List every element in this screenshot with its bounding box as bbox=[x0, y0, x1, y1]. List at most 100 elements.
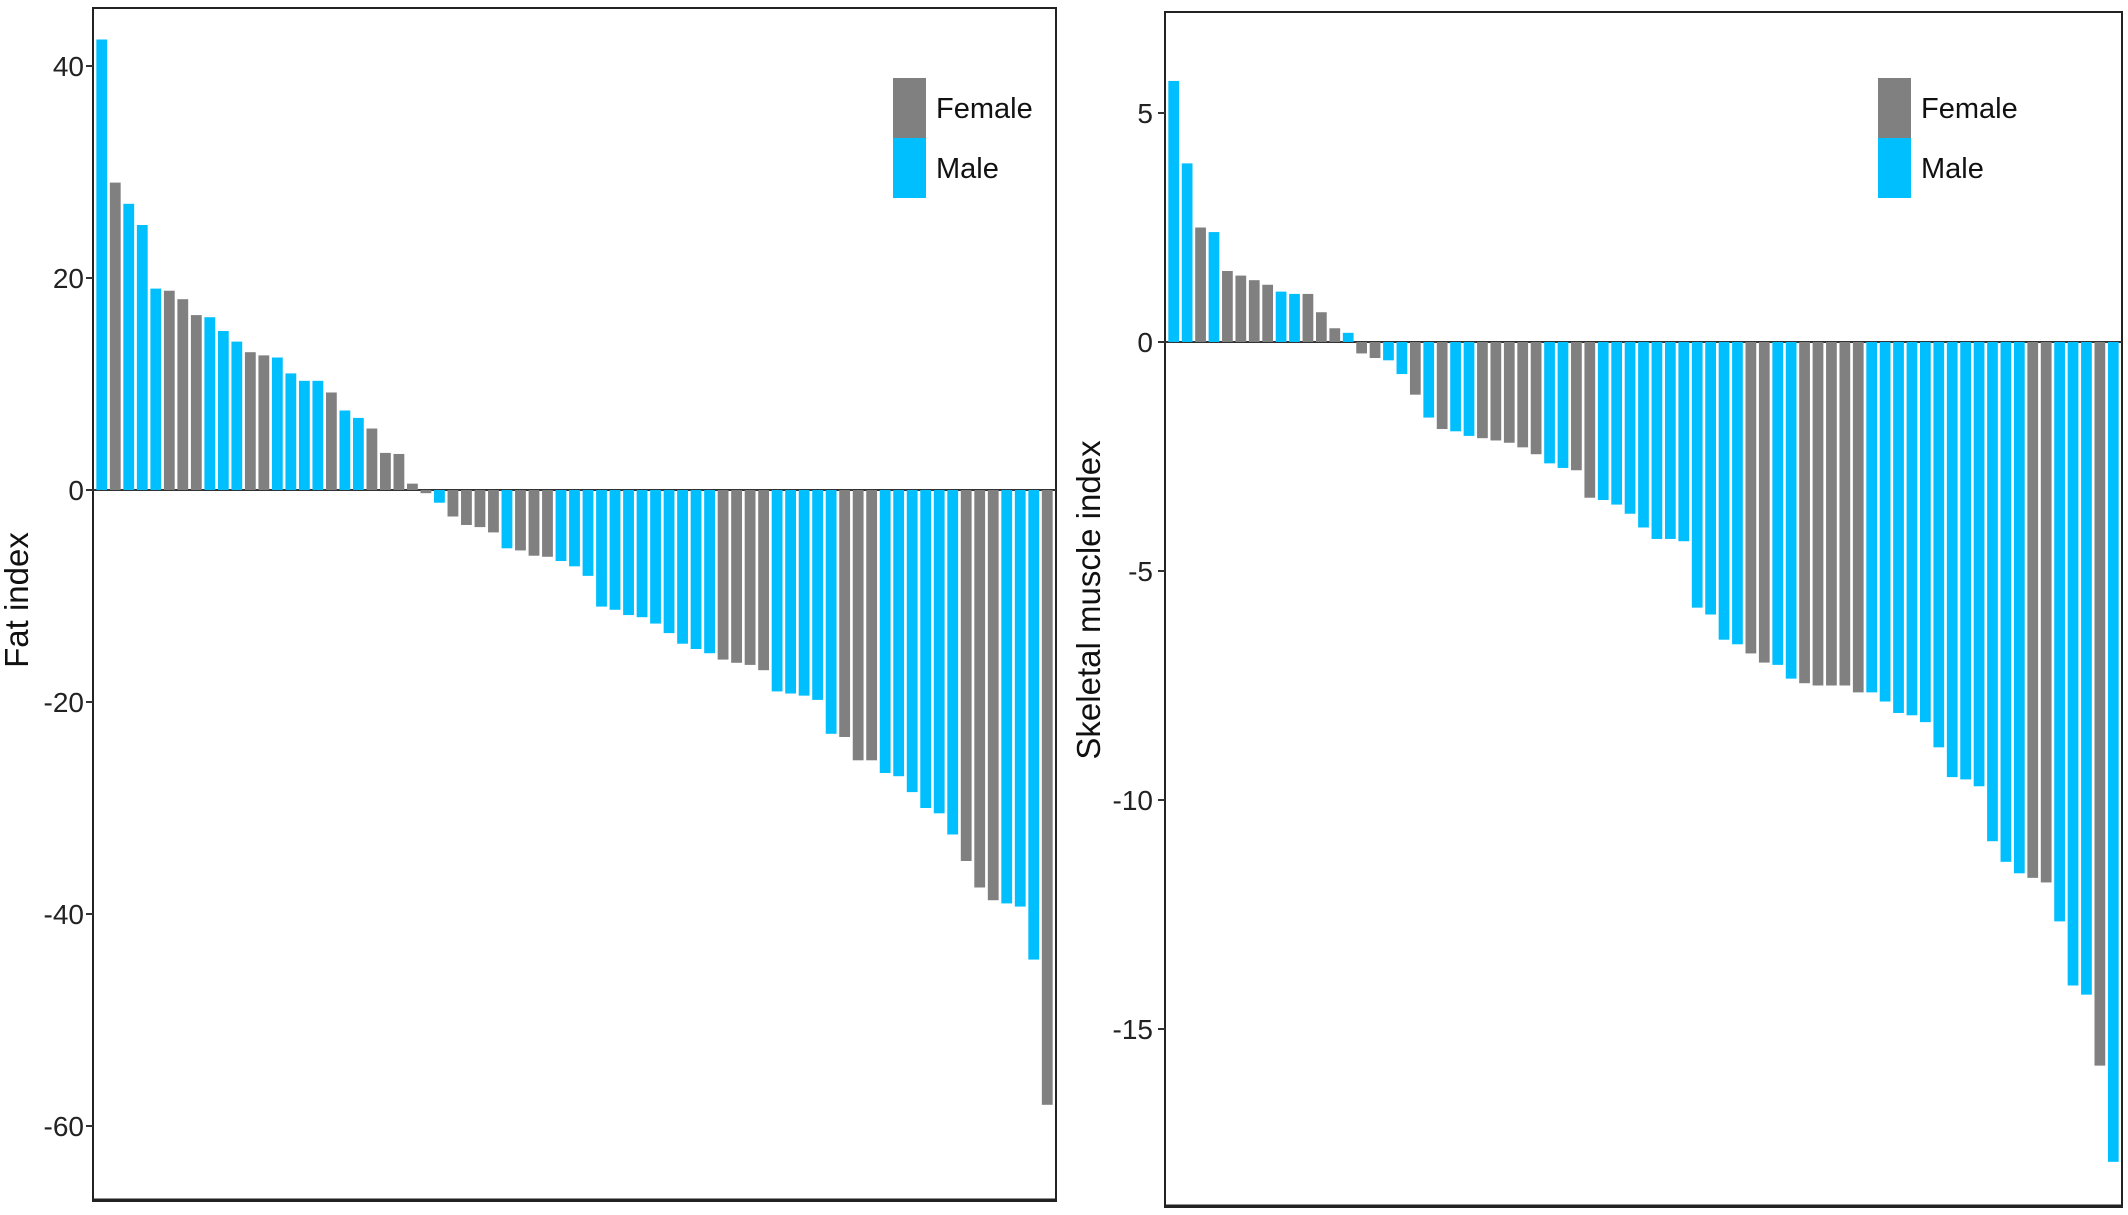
bar-male bbox=[1718, 342, 1730, 640]
bar-male bbox=[1691, 342, 1703, 608]
bar-male bbox=[1866, 342, 1878, 693]
bar-female bbox=[1530, 342, 1542, 455]
bar-female bbox=[1812, 342, 1824, 686]
bar-female bbox=[758, 490, 770, 671]
y-tick-label: -60 bbox=[44, 1111, 84, 1142]
y-tick-label: 20 bbox=[53, 263, 84, 294]
bar-male bbox=[2107, 342, 2119, 1162]
bar-female bbox=[2040, 342, 2052, 883]
bar-female bbox=[1041, 490, 1053, 1105]
y-tick-label: -20 bbox=[44, 687, 84, 718]
bar-male bbox=[1342, 332, 1354, 342]
legend-swatch-male bbox=[893, 138, 926, 198]
bar-female bbox=[1799, 342, 1810, 684]
y-tick-label: 5 bbox=[1137, 98, 1153, 129]
bar-male bbox=[1611, 342, 1623, 505]
legend-label-female: Female bbox=[1921, 93, 2018, 125]
bar-male bbox=[501, 490, 513, 549]
bar-male bbox=[136, 225, 148, 490]
bar-female bbox=[839, 490, 851, 737]
y-tick-label: 40 bbox=[53, 51, 84, 82]
bar-female bbox=[1436, 342, 1448, 430]
bar-male bbox=[893, 490, 905, 777]
bar-female bbox=[960, 490, 972, 861]
bar-male bbox=[582, 490, 594, 576]
bar-male bbox=[1028, 490, 1040, 960]
y-tick-label: -10 bbox=[1113, 785, 1153, 816]
bar-male bbox=[2081, 342, 2092, 995]
bar-female bbox=[163, 290, 175, 490]
bar-male bbox=[298, 380, 310, 490]
bar-female bbox=[974, 490, 986, 888]
bar-male bbox=[1557, 342, 1569, 468]
bar-female bbox=[744, 490, 756, 665]
bar-male bbox=[1651, 342, 1663, 539]
bar-female bbox=[866, 490, 878, 761]
bar-male bbox=[204, 317, 216, 490]
legend-label-male: Male bbox=[1921, 153, 1984, 185]
bar-male bbox=[1664, 342, 1676, 539]
bar-female bbox=[1517, 342, 1529, 448]
bar-female bbox=[1490, 342, 1502, 441]
bar-male bbox=[798, 490, 810, 696]
bar-female bbox=[1745, 342, 1757, 654]
bar-male bbox=[1705, 342, 1716, 615]
y-tick-label: -40 bbox=[44, 899, 84, 930]
bar-female bbox=[542, 490, 553, 557]
bar-male bbox=[1624, 342, 1636, 514]
bar-female bbox=[488, 490, 499, 533]
bar-male bbox=[96, 39, 108, 490]
bar-male bbox=[1906, 342, 1918, 716]
y-tick-label: -5 bbox=[1128, 556, 1153, 587]
bar-female bbox=[1195, 227, 1206, 342]
bar-male bbox=[1383, 342, 1394, 361]
bar-female bbox=[1409, 342, 1421, 395]
bar-male bbox=[1396, 342, 1408, 375]
bar-female bbox=[1571, 342, 1582, 471]
bar-male bbox=[906, 490, 918, 793]
bar-male bbox=[569, 490, 580, 567]
bar-male bbox=[1987, 342, 1998, 842]
bar-male bbox=[1001, 490, 1013, 904]
bar-female bbox=[447, 490, 459, 517]
legend-swatch-female bbox=[893, 78, 926, 138]
bar-male bbox=[2013, 342, 2025, 874]
bar-male bbox=[150, 288, 162, 490]
bar-male bbox=[1597, 342, 1609, 501]
bar-male bbox=[609, 490, 621, 610]
bar-female bbox=[1329, 328, 1341, 342]
bar-female bbox=[1852, 342, 1864, 693]
bar-female bbox=[1222, 271, 1233, 342]
bar-female bbox=[244, 352, 256, 490]
bar-male bbox=[555, 490, 567, 562]
bar-male bbox=[663, 490, 675, 634]
y-axis: 5 0 -5 -10 -15 bbox=[1113, 98, 1165, 1045]
bar-female bbox=[987, 490, 999, 901]
bar-male bbox=[434, 490, 445, 503]
bar-female bbox=[420, 490, 432, 494]
bar-female bbox=[1248, 280, 1260, 342]
bar-male bbox=[1973, 342, 1985, 787]
bar-male bbox=[339, 410, 351, 490]
bar-male bbox=[1423, 342, 1435, 418]
legend-swatch-male bbox=[1878, 138, 1911, 198]
y-tick-label: -15 bbox=[1113, 1014, 1153, 1045]
bar-male bbox=[947, 490, 959, 835]
bar-male bbox=[785, 490, 797, 694]
bar-male bbox=[352, 417, 364, 490]
legend-label-male: Male bbox=[936, 153, 999, 185]
bar-male bbox=[1463, 342, 1475, 436]
legend: Female Male bbox=[1878, 78, 2018, 198]
bar-male bbox=[825, 490, 837, 734]
bar-male bbox=[2054, 342, 2065, 922]
legend-label-female: Female bbox=[936, 93, 1033, 125]
bar-male bbox=[636, 490, 648, 618]
bar-male bbox=[812, 490, 824, 700]
bar-male bbox=[1933, 342, 1945, 748]
bar-male bbox=[596, 490, 607, 607]
bar-female bbox=[258, 355, 270, 490]
legend: Female Male bbox=[893, 78, 1033, 198]
bar-male bbox=[2067, 342, 2079, 986]
bar-male bbox=[2000, 342, 2012, 862]
bar-female bbox=[109, 182, 121, 490]
